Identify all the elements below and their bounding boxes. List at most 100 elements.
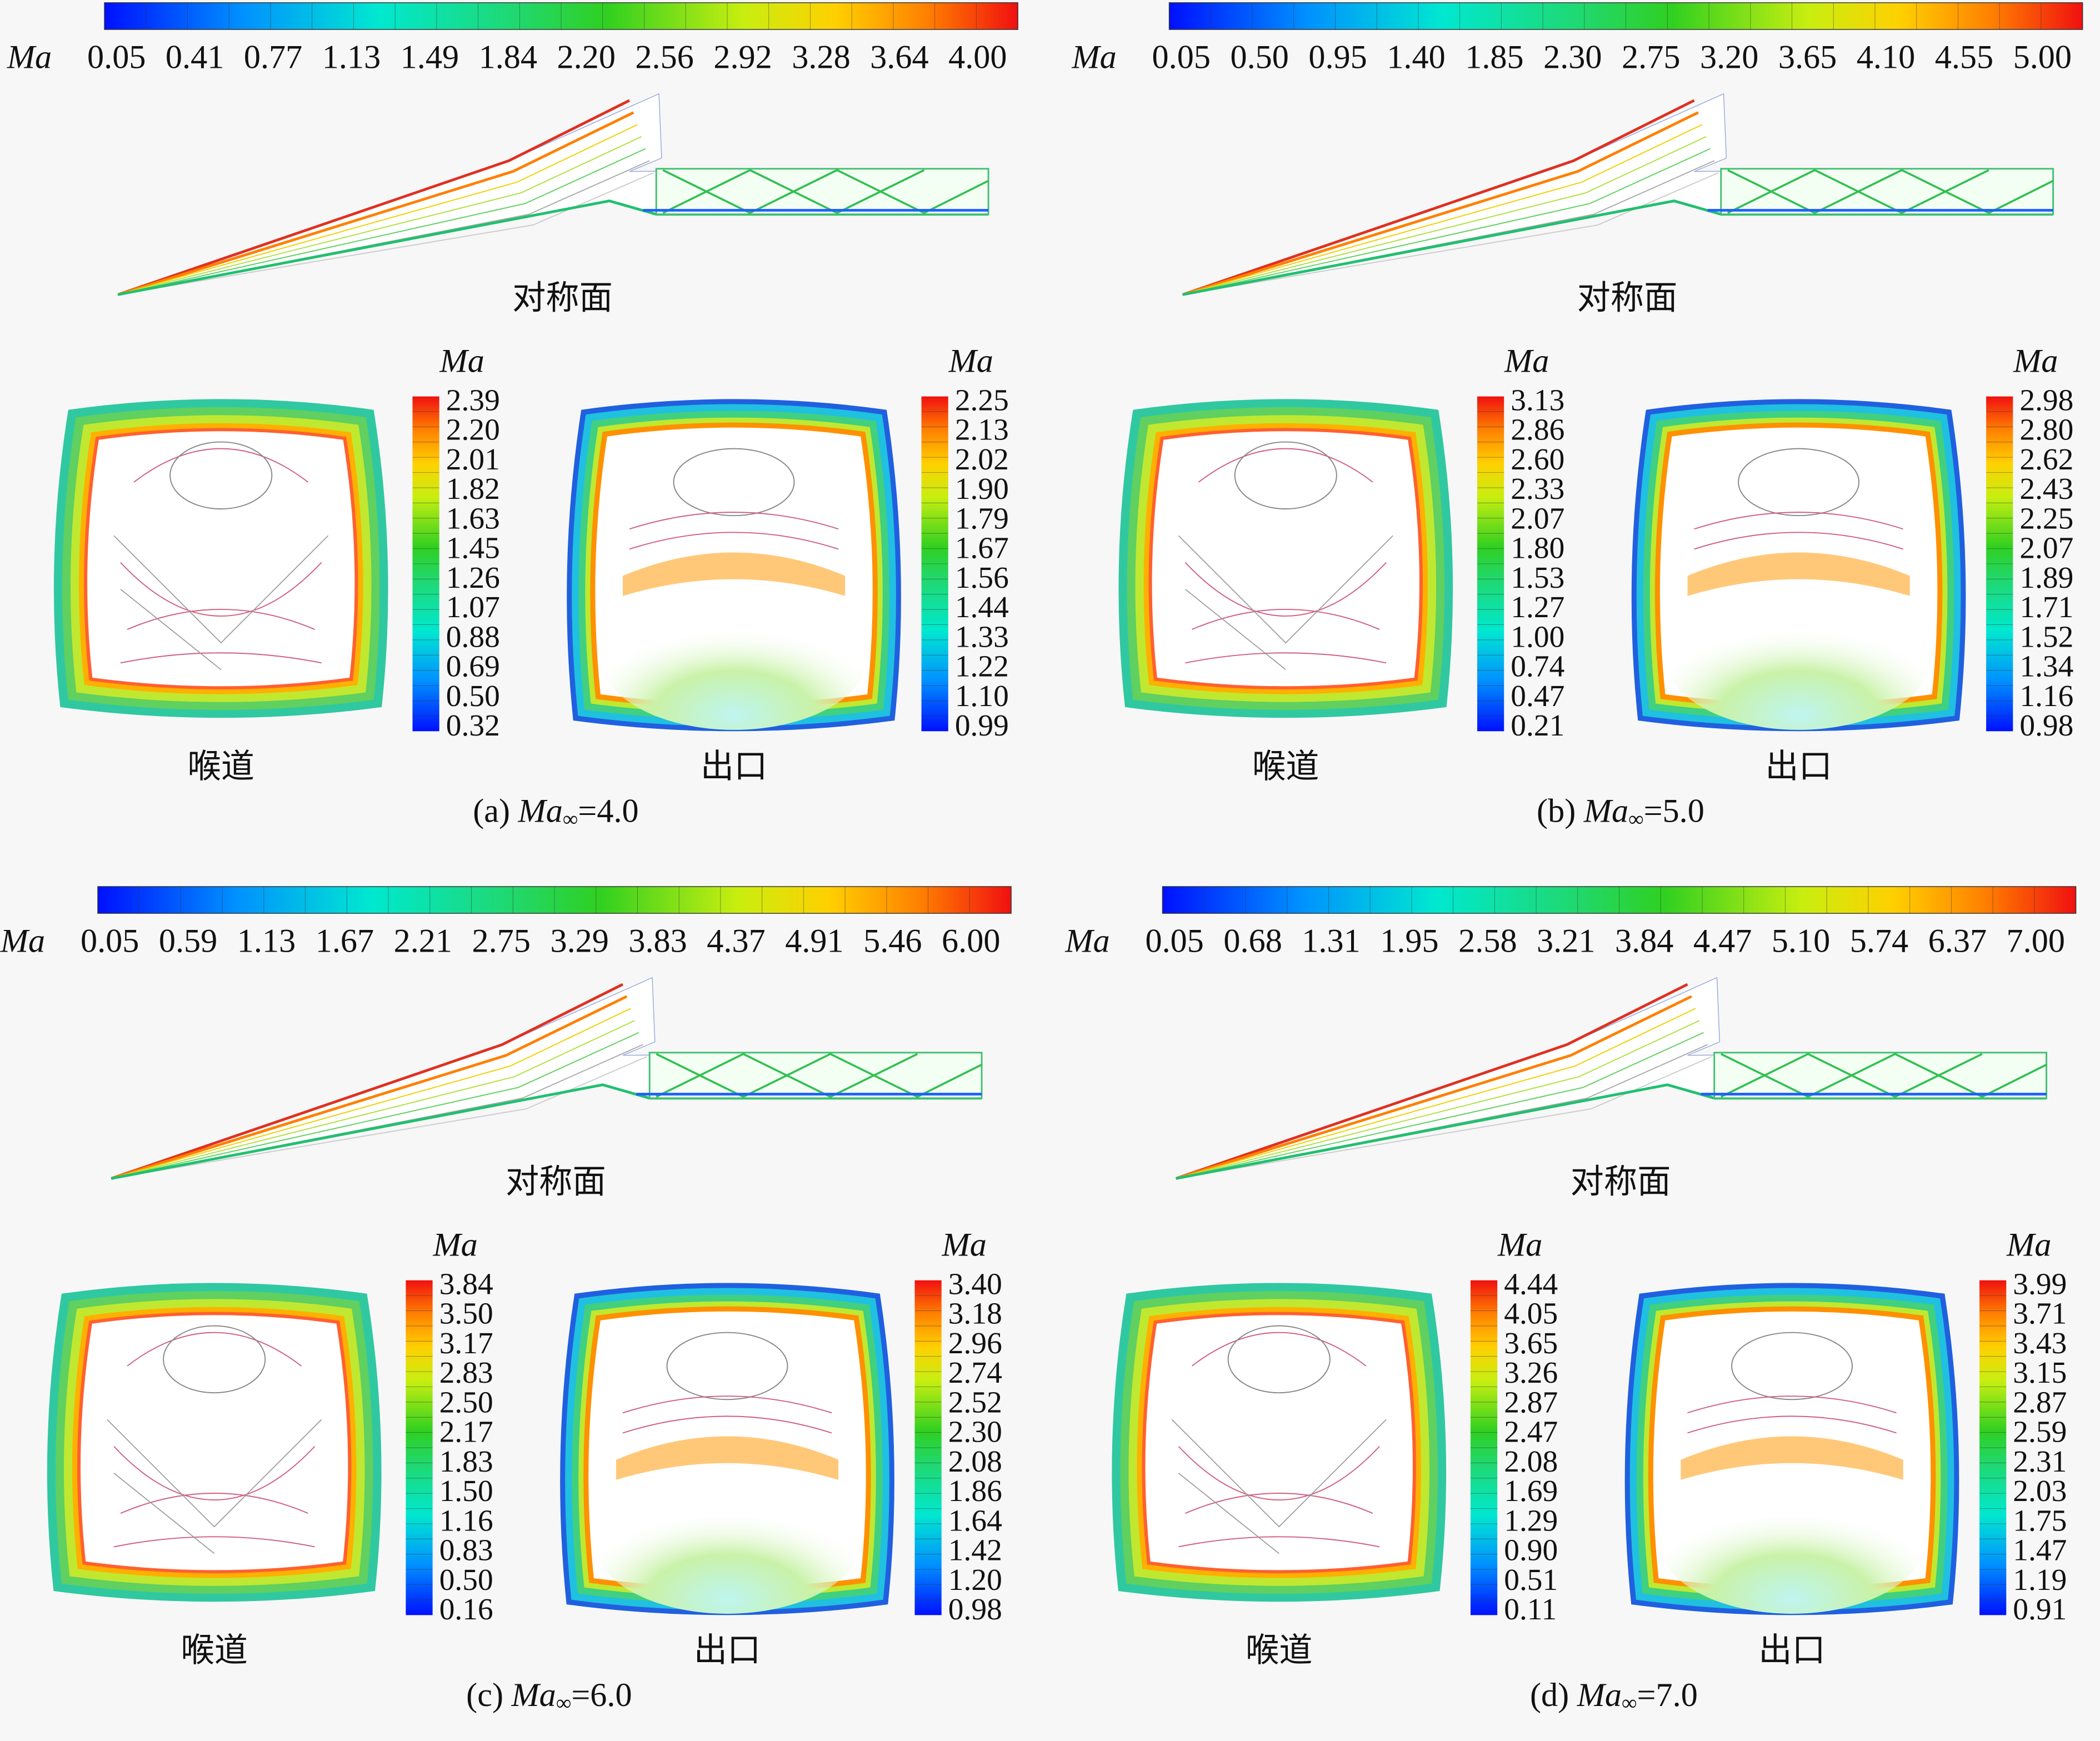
main-colorbar-tick-label: 0.05 — [1152, 38, 1211, 76]
colorbar-tick-label: 2.30 — [948, 1415, 1002, 1449]
colorbar-tick-label: 2.50 — [439, 1385, 493, 1419]
main-colorbar-tick-label: 2.75 — [1622, 38, 1680, 76]
colorbar-tick-label: 1.69 — [1504, 1474, 1558, 1508]
contour-line — [1175, 995, 1692, 1180]
colorbar-tick-label: 2.13 — [955, 413, 1009, 447]
contour-line — [120, 652, 322, 664]
contour-line — [1182, 148, 1711, 296]
colorbar-tick-label: 3.71 — [2013, 1297, 2067, 1330]
contour-line — [163, 1325, 266, 1394]
colorbar-tick-label: 1.34 — [2019, 649, 2073, 683]
colorbar-tick-label: 1.07 — [446, 590, 500, 624]
colorbar-tick-label: 1.67 — [955, 531, 1009, 565]
plane-label: 对称面 — [1577, 279, 1678, 317]
contour-line — [1176, 1032, 1704, 1179]
contour-line — [1185, 1493, 1373, 1514]
main-colorbar-tick-label: 2.56 — [635, 38, 693, 76]
contour-line — [117, 99, 631, 296]
main-colorbar-tick-label: 0.95 — [1308, 38, 1367, 76]
colorbar-tick-label: 0.83 — [439, 1533, 493, 1567]
contour-line — [1184, 562, 1387, 617]
caption-subscript: ∞ — [556, 1692, 572, 1715]
colorbar-title: Ma — [432, 1227, 477, 1264]
colorbar-tick-label: 1.26 — [446, 561, 500, 594]
colorbar-tick-label: 1.53 — [1511, 561, 1564, 594]
colorbar-tick-label: 2.07 — [1511, 501, 1564, 535]
colorbar-tick-label: 2.96 — [948, 1326, 1002, 1360]
main-colorbar-tick-label: 4.47 — [1693, 922, 1752, 959]
colorbar-title: Ma — [1504, 343, 1549, 380]
caption-value: =4.0 — [578, 793, 638, 830]
contour-region — [1664, 582, 1933, 730]
main-colorbar-tick-label: 0.05 — [87, 38, 146, 76]
main-colorbar-tick-label: 1.95 — [1380, 922, 1438, 959]
colorbar-tick-label: 0.98 — [2019, 708, 2073, 742]
contour-line — [111, 1032, 639, 1179]
caption-label: (b) — [1537, 793, 1576, 830]
contour-line — [120, 562, 322, 617]
contour-line — [629, 512, 839, 530]
panel: Ma 0.05 0.50 0.95 1.40 1.85 2.30 2.75 3.20 3.65 4.… — [1071, 2, 2083, 831]
colorbar-tick-label: 1.71 — [2019, 590, 2073, 624]
colorbar-tick-label: 3.18 — [948, 1297, 1002, 1330]
colorbar-tick-label: 0.47 — [1511, 679, 1564, 713]
colorbar-tick-label: 0.11 — [1504, 1592, 1557, 1626]
colorbar-tick-label: 1.64 — [948, 1503, 1002, 1537]
contour-line — [1182, 111, 1699, 296]
main-colorbar-tick-label: 3.83 — [628, 922, 687, 959]
colorbar-tick-label: 2.31 — [2013, 1444, 2067, 1478]
contour-line — [111, 995, 628, 1180]
caption-value: =5.0 — [1644, 793, 1704, 830]
contour-region — [616, 1436, 839, 1480]
main-colorbar-tick-label: 0.59 — [159, 922, 217, 959]
contour-line — [1731, 1332, 1853, 1400]
colorbar-tick-label: 3.65 — [1504, 1326, 1558, 1360]
colorbar-tick-label: 1.16 — [2019, 679, 2073, 713]
main-colorbar-tick-label: 7.00 — [2007, 922, 2065, 959]
caption-subscript: ∞ — [1628, 808, 1644, 831]
section-label: 出口 — [694, 1632, 761, 1669]
contour-line — [107, 1419, 322, 1554]
contour-line — [120, 1493, 308, 1514]
colorbar-tick-label: 0.69 — [446, 649, 500, 683]
shock-train — [1727, 169, 2054, 214]
main-colorbar-tick-label: 1.13 — [237, 922, 296, 959]
main-colorbar-title: Ma — [7, 38, 52, 76]
colorbar-tick-label: 2.03 — [2013, 1474, 2067, 1508]
contour-line — [117, 111, 634, 296]
contour-line — [1687, 1395, 1897, 1414]
main-colorbar-tick-label: 0.50 — [1230, 38, 1288, 76]
caption-label: (a) — [473, 793, 510, 830]
main-colorbar-tick-label: 1.84 — [479, 38, 537, 76]
main-colorbar-tick-label: 2.92 — [713, 38, 772, 76]
contour-line — [113, 535, 329, 671]
contour-line — [666, 1332, 788, 1400]
contour-line — [1694, 532, 1903, 550]
main-colorbar-tick-label: 3.64 — [870, 38, 928, 76]
main-colorbar-tick-label: 4.00 — [948, 38, 1007, 76]
colorbar-tick-label: 3.13 — [1511, 383, 1564, 417]
plane-label: 对称面 — [506, 1163, 606, 1200]
colorbar-tick-label: 3.84 — [439, 1267, 493, 1300]
contour-region — [1681, 1436, 1903, 1480]
colorbar-tick-label: 2.52 — [948, 1385, 1002, 1419]
main-colorbar-tick-label: 3.29 — [550, 922, 608, 959]
contour-line — [629, 532, 839, 550]
contour-line — [1176, 1056, 1712, 1179]
caption: (d) Ma∞=7.0 — [1530, 1677, 1698, 1715]
contour-line — [622, 1395, 832, 1414]
contour-region — [81, 1315, 348, 1570]
caption-subscript: ∞ — [563, 808, 578, 831]
colorbar-title: Ma — [439, 343, 484, 380]
plane-label: 对称面 — [1571, 1163, 1671, 1200]
contour-line — [1234, 441, 1337, 510]
contour-line — [1182, 124, 1703, 296]
section-label: 喉道 — [1246, 1632, 1313, 1669]
colorbar-tick-label: 3.40 — [948, 1267, 1002, 1300]
main-colorbar-tick-label: 3.65 — [1778, 38, 1837, 76]
main-colorbar-tick-label: 5.10 — [1772, 922, 1830, 959]
contour-region — [1145, 1315, 1413, 1570]
caption-value: =6.0 — [571, 1677, 632, 1714]
main-colorbar-tick-label: 5.46 — [863, 922, 922, 959]
